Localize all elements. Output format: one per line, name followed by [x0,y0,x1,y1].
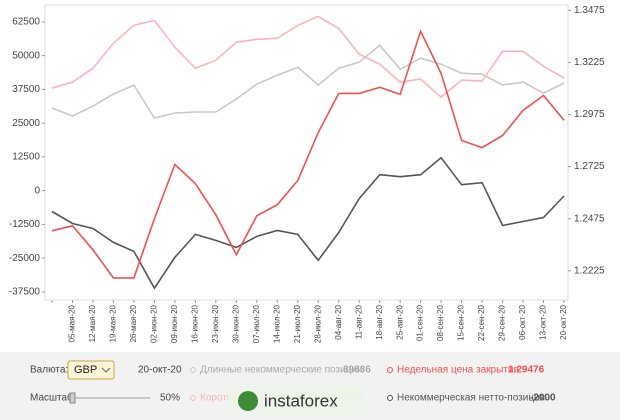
scale-label: Масштаб: [30,392,76,404]
legend-label: Длинные некоммерческие позиции [200,365,363,376]
legend-value: 39836 [343,365,371,376]
x-tick-label: 22-сен-20 [477,304,486,341]
y-tick-label: -12500 [9,219,41,230]
y-tick-label: -37500 [9,287,41,298]
x-tick-label: 21-июл-20 [293,304,302,343]
currency-value: GBP [74,364,97,376]
x-tick-label: 08-сен-20 [436,304,445,341]
series-line [51,44,565,119]
dropdown-arrow [101,367,111,373]
y2-tick-label: 1.2225 [574,265,605,276]
y-tick-label: 0 [34,185,40,196]
y2-tick-label: 1.2725 [574,161,605,172]
watermark: instaforex [264,391,338,410]
x-tick-label: 30-июн-20 [231,304,240,343]
x-tick-label: 02-июн-20 [150,304,159,343]
x-tick-label: 19-мая-20 [109,304,118,342]
series-line [51,29,565,279]
scale-value: 50% [160,393,180,404]
legend-label: Недельная цена закрытия [397,365,519,376]
x-tick-label: 23-июн-20 [211,304,220,343]
y2-tick-label: 1.2975 [574,109,605,120]
legend-marker [190,395,196,401]
legend-value: 1.29476 [508,365,545,376]
x-tick-label: 06-окт-20 [518,304,527,339]
currency-label: Валюта: [30,365,68,376]
x-tick-label: 12-мая-20 [88,304,97,342]
x-tick-label: 01-сен-20 [416,304,425,341]
x-tick-label: 07-июл-20 [252,304,261,343]
y-tick-label: -25000 [9,253,41,264]
x-tick-label: 13-окт-20 [539,304,548,339]
x-tick-label: 16-июн-20 [190,304,199,343]
y2-tick-label: 1.3475 [574,5,605,16]
y-tick-label: 25000 [12,118,40,129]
legend-marker [387,367,393,373]
legend-label: Некоммерческая нетто-позиция [397,393,545,404]
y-tick-label: 62500 [12,17,40,28]
x-tick-label: 05-мая-20 [68,304,77,342]
x-tick-label: 04-авг-20 [334,304,343,339]
legend-marker [190,367,196,373]
y-tick-label: 12500 [12,152,40,163]
slider-handle[interactable] [69,392,76,404]
x-tick-label: 15-сен-20 [457,304,466,341]
watermark-icon [238,391,258,411]
x-tick-label: 28-июл-20 [313,304,322,343]
x-tick-label: 29-сен-20 [498,304,507,341]
x-tick-label: 11-авг-20 [354,304,363,339]
series-line [51,15,565,99]
x-tick-label: 25-авг-20 [395,304,404,339]
x-tick-label: 26-мая-20 [129,304,138,342]
x-tick-label: 18-авг-20 [375,304,384,339]
currency-select[interactable] [67,360,115,380]
y2-tick-label: 1.3225 [574,57,605,68]
y-tick-label: 50000 [12,50,40,61]
plot-area [44,4,569,301]
legend-marker [387,395,393,401]
x-tick-label: 20-окт-20 [559,304,568,339]
y2-tick-label: 1.2475 [574,213,605,224]
current-date: 20-окт-20 [138,365,182,376]
x-tick-label: 09-июн-20 [170,304,179,343]
series-line [51,156,565,290]
y-tick-label: 37500 [12,84,40,95]
legend-value: -2000 [530,393,556,404]
x-tick-label: 14-июл-20 [272,304,281,343]
